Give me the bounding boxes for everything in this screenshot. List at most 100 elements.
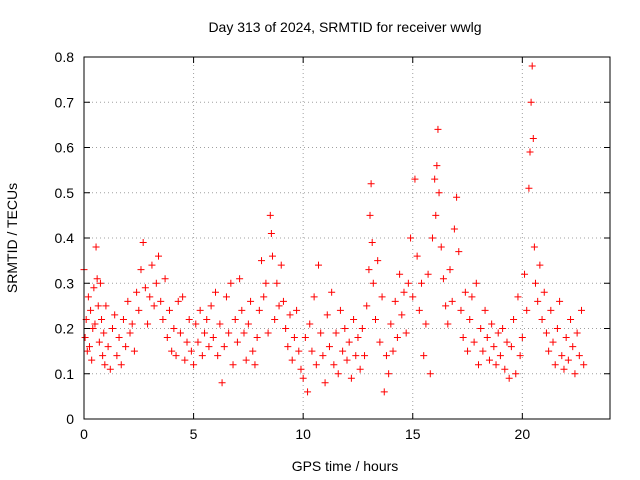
- data-point: [428, 234, 436, 242]
- data-point: [284, 343, 292, 351]
- data-point: [347, 374, 355, 382]
- data-point: [411, 175, 419, 183]
- data-point: [317, 329, 325, 337]
- data-point: [404, 279, 412, 287]
- data-point: [161, 275, 169, 283]
- data-point: [126, 329, 134, 337]
- data-point: [150, 302, 158, 310]
- data-point: [286, 311, 294, 319]
- data-point: [225, 329, 233, 337]
- data-point: [137, 266, 145, 274]
- data-point: [306, 320, 314, 328]
- data-point: [236, 275, 244, 283]
- data-point: [391, 297, 399, 305]
- data-point: [297, 365, 305, 373]
- data-point: [435, 189, 443, 197]
- data-point: [448, 297, 456, 305]
- data-point: [91, 320, 99, 328]
- data-point: [464, 347, 472, 355]
- data-point: [104, 343, 112, 351]
- data-point: [345, 338, 353, 346]
- data-point: [179, 293, 187, 301]
- data-point: [205, 343, 213, 351]
- data-point: [244, 320, 252, 328]
- y-tick-label: 0.4: [55, 230, 75, 246]
- data-point: [387, 320, 395, 328]
- data-point: [165, 306, 173, 314]
- data-point: [222, 293, 230, 301]
- data-point: [352, 352, 360, 360]
- data-point: [378, 293, 386, 301]
- data-point: [363, 302, 371, 310]
- data-point: [481, 306, 489, 314]
- data-point: [459, 334, 467, 342]
- data-point: [266, 211, 274, 219]
- data-point: [547, 306, 555, 314]
- data-point: [201, 329, 209, 337]
- data-point: [553, 325, 561, 332]
- data-point: [512, 370, 520, 378]
- data-point: [527, 98, 535, 106]
- data-point: [181, 356, 189, 364]
- data-point: [507, 343, 515, 351]
- data-point: [273, 279, 281, 287]
- x-tick-label: 15: [405, 426, 421, 442]
- x-tick-label: 5: [190, 426, 198, 442]
- x-tick-label: 20: [515, 426, 531, 442]
- data-point: [275, 302, 283, 310]
- data-point: [251, 361, 259, 369]
- data-point: [111, 311, 119, 319]
- data-point: [183, 338, 191, 346]
- data-point: [299, 374, 307, 382]
- x-tick-labels: 0 5 10 15 20: [80, 426, 530, 442]
- data-point: [530, 243, 538, 251]
- data-point: [271, 315, 279, 323]
- data-point: [455, 248, 463, 256]
- x-tick-label: 10: [295, 426, 311, 442]
- data-point: [525, 184, 533, 192]
- data-point: [569, 343, 577, 351]
- data-point: [187, 347, 195, 355]
- data-point: [374, 257, 382, 265]
- data-point: [262, 279, 270, 287]
- data-point: [499, 325, 507, 332]
- data-point: [258, 257, 266, 265]
- data-point: [220, 343, 228, 351]
- data-point: [325, 343, 333, 351]
- data-point: [106, 365, 114, 373]
- data-point: [494, 329, 502, 337]
- data-point: [290, 334, 298, 342]
- data-point: [117, 361, 125, 369]
- data-point: [304, 388, 312, 396]
- data-point: [573, 329, 581, 337]
- data-point: [231, 315, 239, 323]
- data-point: [95, 338, 103, 346]
- data-point: [558, 352, 566, 360]
- data-point: [457, 306, 465, 314]
- data-point: [315, 261, 323, 269]
- data-point: [556, 297, 564, 305]
- data-point: [108, 325, 116, 332]
- data-point: [396, 270, 404, 278]
- data-point: [209, 334, 217, 342]
- axis-ticks: [83, 56, 610, 420]
- data-point: [562, 334, 570, 342]
- data-point: [227, 279, 235, 287]
- data-point: [385, 370, 393, 378]
- data-point: [358, 325, 366, 332]
- data-point: [536, 261, 544, 269]
- data-point: [446, 266, 454, 274]
- data-point: [567, 315, 575, 323]
- data-point: [516, 352, 524, 360]
- data-point: [479, 347, 487, 355]
- data-point: [368, 239, 376, 247]
- data-point: [361, 352, 369, 360]
- data-point: [163, 334, 171, 342]
- data-point: [229, 361, 237, 369]
- data-point: [88, 356, 96, 364]
- data-point: [170, 325, 178, 332]
- data-point: [194, 338, 202, 346]
- data-point: [310, 293, 318, 301]
- data-point: [301, 334, 309, 342]
- data-point: [96, 279, 104, 287]
